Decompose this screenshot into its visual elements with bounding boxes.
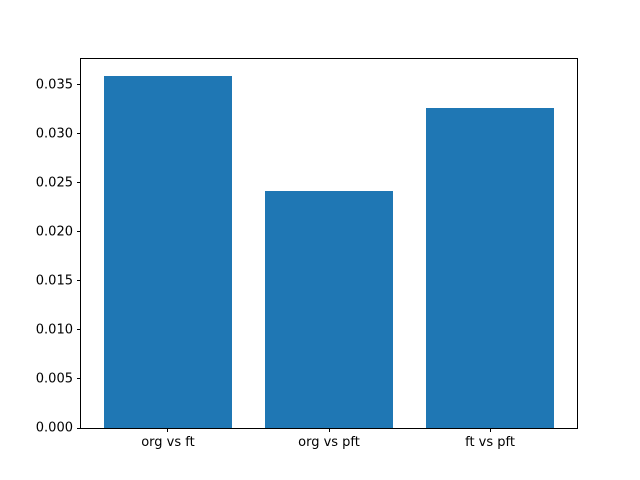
y-tick-mark	[77, 231, 81, 233]
x-tick-mark	[328, 428, 330, 432]
y-tick-label: 0.005	[35, 371, 73, 387]
y-tick-label: 0.030	[35, 126, 73, 142]
plot-area: org vs ft org vs pft ft vs pft 0.000 0.005 0.…	[36, 58, 578, 449]
y-tick-mark	[77, 378, 81, 380]
bar-org-vs-ft	[103, 75, 233, 428]
y-tick-label: 0.035	[35, 77, 73, 93]
y-tick-mark	[77, 329, 81, 331]
y-tick-mark	[77, 84, 81, 86]
x-tick-mark	[489, 428, 491, 432]
y-tick-label: 0.010	[35, 322, 73, 338]
y-tick-label: 0.020	[35, 224, 73, 240]
y-tick-mark	[77, 427, 81, 429]
x-tick-label-org-vs-pft: org vs pft	[298, 435, 360, 450]
x-tick-label-ft-vs-pft: ft vs pft	[465, 435, 515, 450]
y-tick-mark	[77, 182, 81, 184]
bar-org-vs-pft	[264, 191, 394, 428]
x-tick-mark	[167, 428, 169, 432]
y-tick-mark	[77, 133, 81, 135]
y-tick-label: 0.025	[35, 175, 73, 191]
x-tick-label-org-vs-ft: org vs ft	[141, 435, 195, 450]
bar-ft-vs-pft	[425, 108, 555, 428]
y-tick-label: 0.015	[35, 273, 73, 289]
y-tick-label: 0.000	[35, 420, 73, 436]
y-tick-mark	[77, 280, 81, 282]
